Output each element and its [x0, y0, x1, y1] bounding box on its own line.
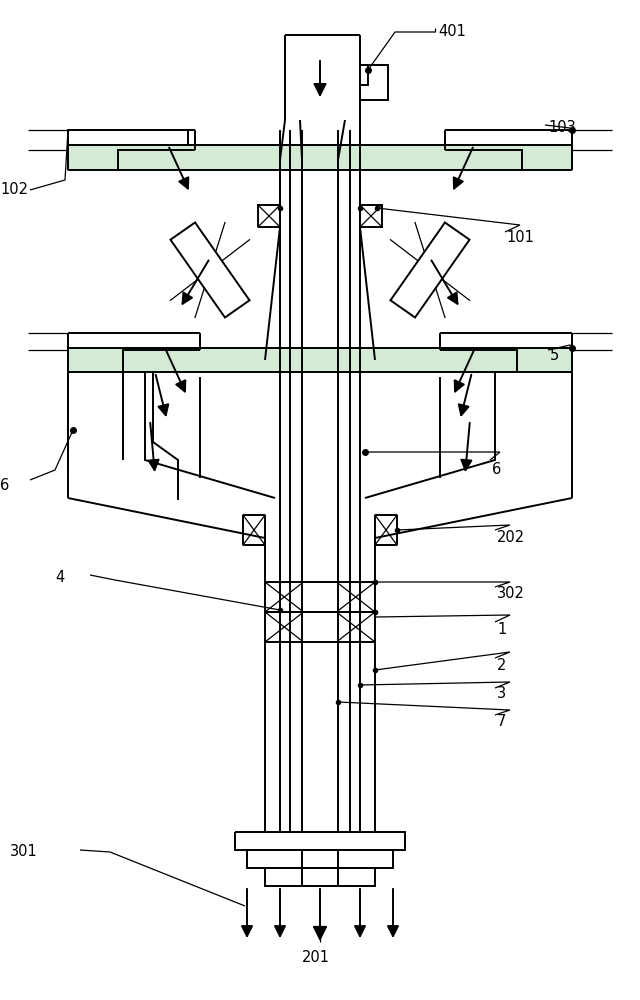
Text: 201: 201	[302, 950, 330, 966]
Polygon shape	[170, 222, 250, 318]
Text: 5: 5	[550, 349, 559, 363]
Polygon shape	[390, 222, 470, 318]
Text: 6: 6	[492, 462, 501, 477]
Text: 4: 4	[55, 570, 64, 585]
Text: 102: 102	[0, 182, 28, 198]
Text: 101: 101	[506, 231, 534, 245]
Text: 202: 202	[497, 530, 525, 544]
Bar	[68, 348, 572, 372]
Text: 3: 3	[497, 686, 506, 702]
Text: 7: 7	[497, 714, 506, 730]
Text: 401: 401	[438, 24, 466, 39]
Text: 6: 6	[0, 478, 9, 492]
Text: 103: 103	[548, 120, 576, 135]
Text: 301: 301	[10, 844, 38, 859]
Text: 2: 2	[497, 658, 506, 672]
Bar	[68, 145, 572, 170]
Text: 1: 1	[497, 621, 506, 637]
Text: 302: 302	[497, 586, 525, 601]
